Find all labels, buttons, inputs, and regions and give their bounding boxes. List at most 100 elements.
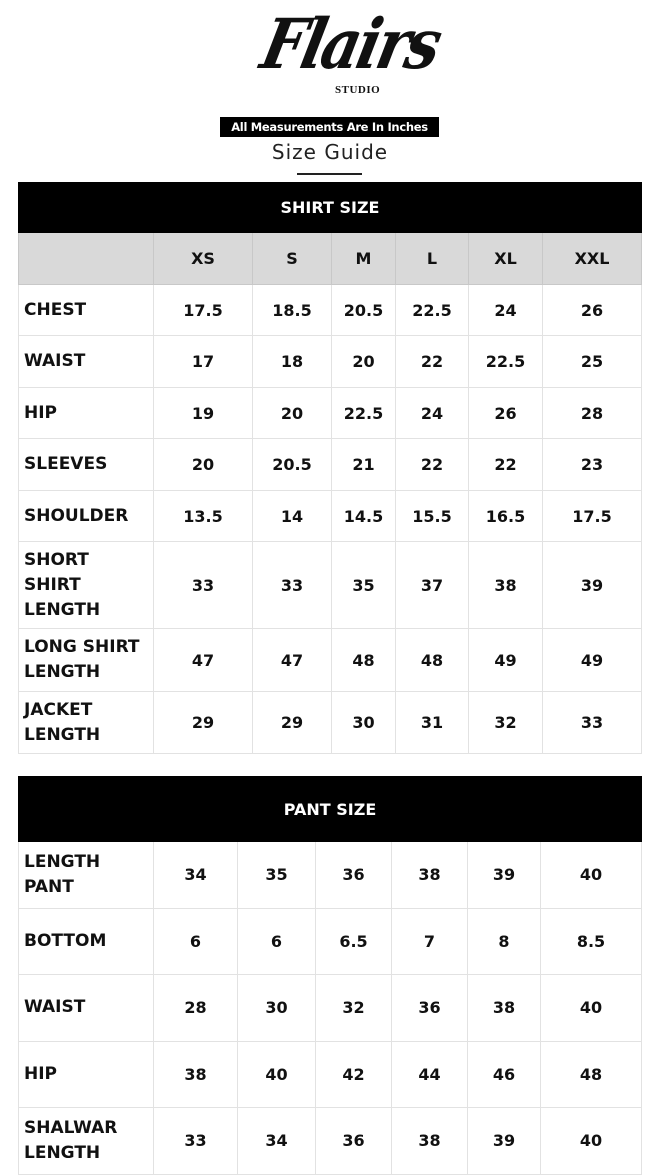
measurement-value: 31	[395, 691, 469, 754]
table-row: HIP 19 20 22.5 24 26 28	[18, 387, 642, 439]
measurement-value: 35	[237, 841, 316, 909]
measurement-label: SHALWAR LENGTH	[18, 1107, 154, 1175]
measurement-value: 40	[539, 974, 643, 1042]
measurement-value: 8.5	[539, 907, 643, 975]
measurement-value: 26	[542, 284, 642, 336]
size-header-xl: XL	[468, 232, 543, 285]
measurement-value: 33	[542, 691, 642, 754]
measurement-value: 7	[391, 907, 468, 975]
measurement-value: 48	[539, 1040, 643, 1108]
table-row: HIP 38 40 42 44 46 48	[18, 1040, 643, 1108]
measurement-value: 22	[395, 335, 469, 388]
measurement-value: 22.5	[468, 335, 543, 388]
measurement-label: JACKET LENGTH	[18, 691, 154, 754]
measurement-value: 17	[153, 335, 253, 388]
table-row: SHOULDER 13.5 14 14.5 15.5 16.5 17.5	[18, 490, 642, 542]
measurement-value: 33	[252, 541, 332, 629]
measurement-label: WAIST	[18, 974, 154, 1042]
measurement-value: 6	[237, 907, 316, 975]
measurement-value: 19	[153, 387, 253, 439]
measurement-value: 47	[252, 628, 332, 692]
measurement-value: 36	[391, 974, 468, 1042]
size-header-xs: XS	[153, 232, 253, 285]
measurement-value: 42	[315, 1040, 392, 1108]
measurement-value: 20	[252, 387, 332, 439]
measurement-value: 21	[331, 438, 396, 491]
measurement-value: 34	[237, 1107, 316, 1175]
measurement-value: 20.5	[252, 438, 332, 491]
measurement-value: 38	[153, 1040, 238, 1108]
measurement-value: 18	[252, 335, 332, 388]
logo-script-text: Flairs	[254, 4, 447, 86]
measurement-label: SHORT SHIRT LENGTH	[18, 541, 154, 629]
measurement-value: 39	[467, 841, 541, 909]
measurement-value: 13.5	[153, 490, 253, 542]
measurement-value: 22.5	[331, 387, 396, 439]
measurement-value: 48	[395, 628, 469, 692]
measurement-label: SHOULDER	[18, 490, 154, 542]
measurement-value: 37	[395, 541, 469, 629]
table-row: SHORT SHIRT LENGTH 33 33 35 37 38 39	[18, 541, 642, 629]
measurement-value: 24	[468, 284, 543, 336]
shirt-size-table: SHIRT SIZE XS S M L XL XXL CHEST 17.5 18.5 20.5 22.…	[18, 182, 642, 754]
table-row: LENGTH PANT 34 35 36 38 39 40	[18, 841, 643, 909]
table-row: CHEST 17.5 18.5 20.5 22.5 24 26	[18, 284, 642, 336]
table-row: WAIST 17 18 20 22 22.5 25	[18, 335, 642, 388]
measurement-value: 28	[153, 974, 238, 1042]
measurement-value: 24	[395, 387, 469, 439]
size-header-xxl: XXL	[542, 232, 642, 285]
measurement-value: 16.5	[468, 490, 543, 542]
measurement-value: 25	[542, 335, 642, 388]
measurement-value: 29	[153, 691, 253, 754]
measurement-label: HIP	[18, 1040, 154, 1108]
measurement-notice-badge: All Measurements Are In Inches	[220, 117, 439, 137]
page-title: Size Guide	[271, 140, 389, 164]
measurement-value: 44	[391, 1040, 468, 1108]
shirt-size-heading: SHIRT SIZE	[18, 182, 642, 233]
measurement-value: 6.5	[315, 907, 392, 975]
measurement-value: 40	[539, 841, 643, 909]
measurement-label: CHEST	[18, 284, 154, 336]
measurement-value: 47	[153, 628, 253, 692]
measurement-value: 35	[331, 541, 396, 629]
measurement-value: 26	[468, 387, 543, 439]
measurement-value: 18.5	[252, 284, 332, 336]
empty-header-cell	[18, 232, 154, 285]
measurement-value: 38	[467, 974, 541, 1042]
size-header-m: M	[331, 232, 396, 285]
table-title-row: SHIRT SIZE	[18, 182, 642, 233]
measurement-value: 20.5	[331, 284, 396, 336]
logo-subtext: STUDIO	[335, 84, 381, 96]
measurement-value: 22	[395, 438, 469, 491]
size-header-s: S	[252, 232, 332, 285]
measurement-value: 49	[468, 628, 543, 692]
measurement-value: 39	[542, 541, 642, 629]
title-underline-divider	[297, 173, 362, 175]
measurement-value: 23	[542, 438, 642, 491]
measurement-value: 40	[237, 1040, 316, 1108]
measurement-value: 34	[153, 841, 238, 909]
measurement-value: 33	[153, 1107, 238, 1175]
measurement-value: 14.5	[331, 490, 396, 542]
measurement-label: LONG SHIRT LENGTH	[18, 628, 154, 692]
measurement-value: 17.5	[542, 490, 642, 542]
measurement-value: 36	[315, 841, 392, 909]
measurement-value: 32	[315, 974, 392, 1042]
measurement-value: 48	[331, 628, 396, 692]
measurement-value: 30	[237, 974, 316, 1042]
pant-size-heading: PANT SIZE	[17, 776, 643, 842]
pant-size-table: PANT SIZE LENGTH PANT 34 35 36 38 39 40 BOTTOM 6 6…	[17, 776, 643, 1175]
measurement-label: HIP	[18, 387, 154, 439]
measurement-label: LENGTH PANT	[18, 841, 154, 909]
measurement-value: 17.5	[153, 284, 253, 336]
table-row: SHALWAR LENGTH 33 34 36 38 39 40	[18, 1107, 643, 1175]
measurement-value: 29	[252, 691, 332, 754]
measurement-value: 30	[331, 691, 396, 754]
measurement-value: 38	[391, 1107, 468, 1175]
size-header-l: L	[395, 232, 469, 285]
measurement-label: BOTTOM	[18, 907, 154, 975]
measurement-value: 38	[468, 541, 543, 629]
table-row: JACKET LENGTH 29 29 30 31 32 33	[18, 691, 642, 754]
table-title-row: PANT SIZE	[17, 776, 643, 842]
table-row: LONG SHIRT LENGTH 47 47 48 48 49 49	[18, 628, 642, 692]
